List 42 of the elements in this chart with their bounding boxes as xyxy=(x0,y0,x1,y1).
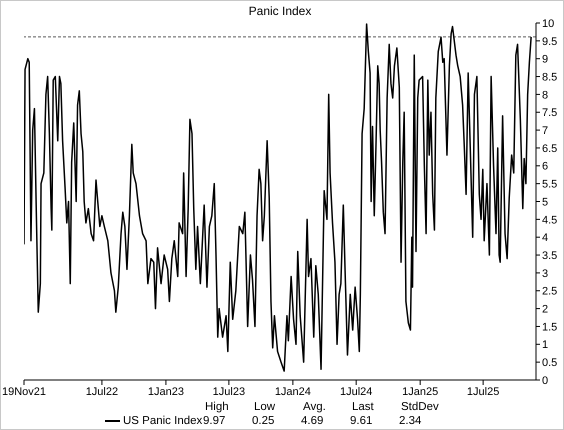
y-tick-label: 7 xyxy=(542,125,548,138)
y-tick-label: 4 xyxy=(542,232,548,244)
x-tick-label: 1Jan24 xyxy=(274,386,311,398)
y-tick-label: 6 xyxy=(542,160,548,173)
text: Low xyxy=(254,401,276,413)
y-tick-label: 3 xyxy=(542,268,548,280)
y-tick-label: 9.5 xyxy=(542,36,558,48)
x-tick-label: 1Jan23 xyxy=(148,386,184,398)
y-tick-label: 2.5 xyxy=(542,286,558,298)
y-tick-label: 0 xyxy=(542,374,548,387)
y-tick-label: 4.5 xyxy=(542,214,558,226)
legend-label: US Panic Index xyxy=(123,415,202,427)
text: 4.69 xyxy=(301,415,324,427)
y-tick-label: 9 xyxy=(542,54,548,66)
x-tick-label: 1Jul24 xyxy=(340,386,372,398)
x-tick-label: 1Jan25 xyxy=(402,386,438,398)
y-tick-label: 1 xyxy=(542,339,548,352)
text: 9.97 xyxy=(203,415,226,427)
y-tick-label: 2 xyxy=(542,304,548,316)
line-series xyxy=(24,23,532,372)
y-tick-label: 5.5 xyxy=(542,178,558,191)
y-tick-label: 1.5 xyxy=(542,321,558,334)
y-tick-label: 8.5 xyxy=(542,71,558,84)
y-tick-label: 0.5 xyxy=(542,357,558,370)
y-tick-label: 3.5 xyxy=(542,250,558,262)
text: High xyxy=(205,401,229,413)
chart-title: Panic Index xyxy=(248,4,312,18)
y-tick-label: 6.5 xyxy=(542,142,558,155)
text: 2.34 xyxy=(399,415,422,427)
x-tick-label: 1Jul25 xyxy=(466,386,500,398)
text: 9.61 xyxy=(350,415,372,427)
text: 0.25 xyxy=(252,415,274,427)
y-tick-label: 10 xyxy=(542,18,554,30)
text: Avg. xyxy=(303,401,326,413)
y-tick-label: 8 xyxy=(542,89,548,102)
y-tick-label: 5 xyxy=(542,196,548,208)
text: Last xyxy=(352,401,374,413)
x-tick-label: 19Nov21 xyxy=(2,386,46,398)
y-tick-label: 7.5 xyxy=(542,107,558,120)
x-tick-label: 1Jul23 xyxy=(212,386,246,398)
text: StdDev xyxy=(401,401,439,413)
x-tick-label: 1Jul22 xyxy=(86,386,118,398)
